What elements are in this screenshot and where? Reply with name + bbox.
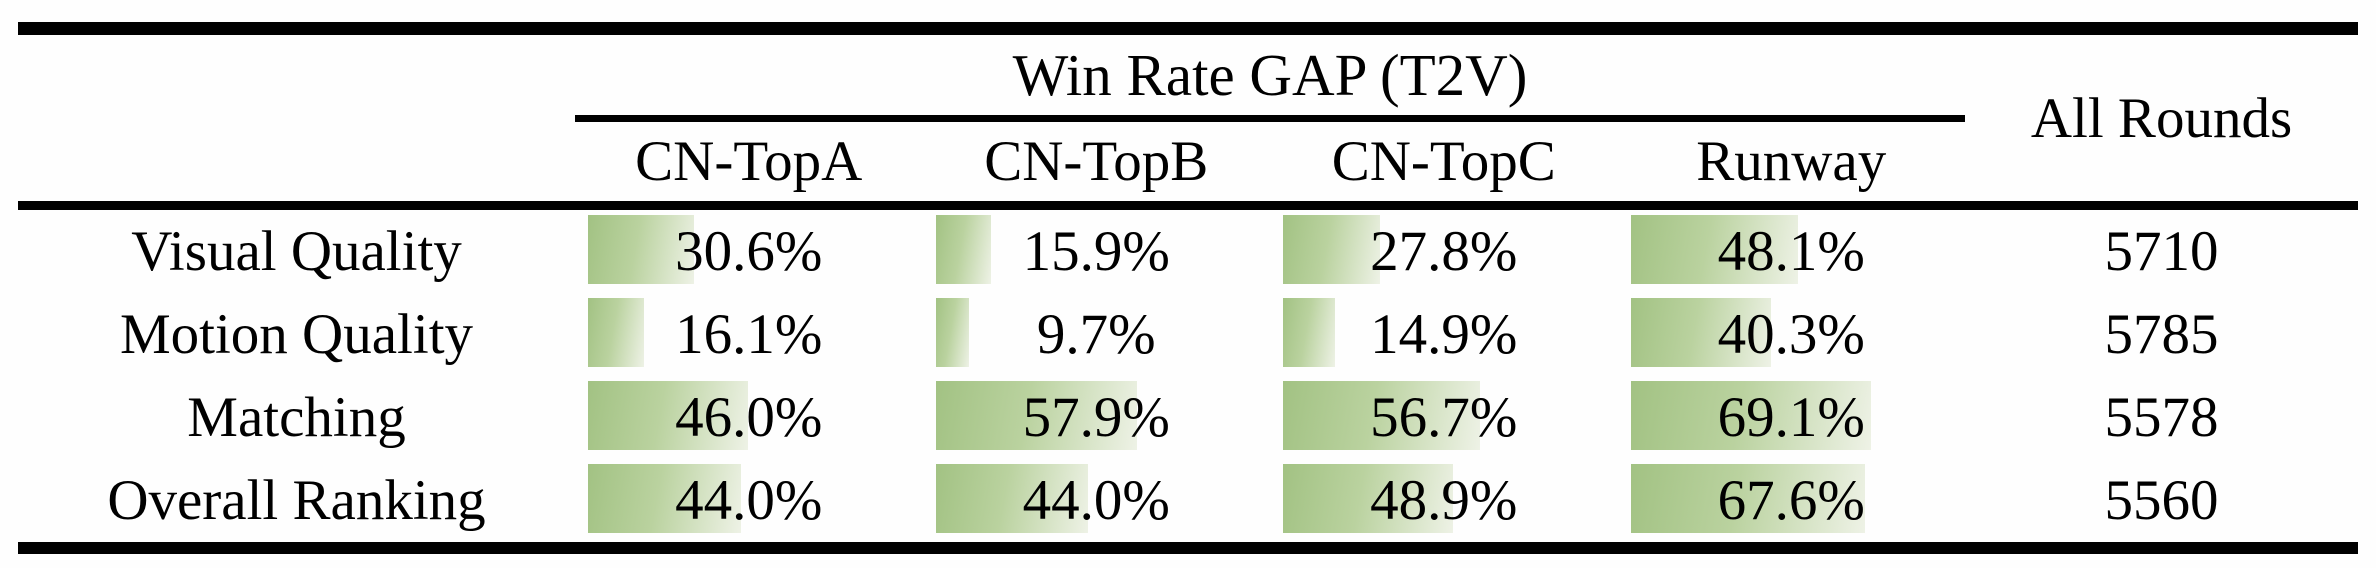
- column-headers-row: CN-TopA CN-TopB CN-TopC Runway: [575, 122, 1965, 201]
- percent-bar: [1630, 298, 1771, 367]
- percent-bar: [1283, 298, 1335, 367]
- percent-text: 40.3%: [1717, 303, 1865, 366]
- percent-text: 57.9%: [1022, 386, 1170, 449]
- row-label: Visual Quality: [131, 220, 462, 283]
- percent-text: 56.7%: [1370, 386, 1518, 449]
- percent-text: 44.0%: [675, 469, 823, 532]
- percent-text: 48.1%: [1717, 220, 1865, 283]
- all-rounds-value: 5560: [2104, 469, 2219, 532]
- percent-bar: [1283, 464, 1453, 533]
- table-row: Visual Quality 30.6% 15.9% 27.8% 48.1% 5…: [18, 210, 2358, 293]
- column-header-runway: Runway: [1696, 130, 1887, 193]
- percent-text: 16.1%: [675, 303, 823, 366]
- percent-bar: [588, 298, 644, 367]
- percent-text: 15.9%: [1022, 220, 1170, 283]
- table-header: Win Rate GAP (T2V) CN-TopA CN-TopB CN-To…: [18, 35, 2358, 201]
- percent-bar: [588, 464, 741, 533]
- percent-text: 48.9%: [1370, 469, 1518, 532]
- percent-cell: 57.9%: [923, 376, 1271, 459]
- percent-bar: [1283, 215, 1380, 284]
- percent-text: 69.1%: [1717, 386, 1865, 449]
- percent-cell: 56.7%: [1270, 376, 1618, 459]
- all-rounds-value: 5710: [2104, 220, 2219, 283]
- row-label: Matching: [187, 386, 406, 449]
- percent-bar: [1630, 215, 1798, 284]
- table-row: Overall Ranking 44.0% 44.0% 48.9% 67.6% …: [18, 459, 2358, 542]
- percent-cell: 67.6%: [1618, 459, 1966, 542]
- percent-bar: [935, 298, 970, 367]
- all-rounds-value: 5785: [2104, 303, 2219, 366]
- percent-text: 9.7%: [1036, 303, 1156, 366]
- percent-cell: 27.8%: [1270, 210, 1618, 293]
- percent-bar: [1630, 381, 1871, 450]
- percent-cell: 44.0%: [923, 459, 1271, 542]
- percent-bar: [588, 381, 748, 450]
- all-rounds-header: All Rounds: [2030, 86, 2293, 150]
- table-row: Motion Quality 16.1% 9.7% 14.9% 40.3% 57…: [18, 293, 2358, 376]
- percent-text: 46.0%: [675, 386, 823, 449]
- row-label: Overall Ranking: [107, 469, 486, 532]
- percent-text: 14.9%: [1370, 303, 1518, 366]
- percent-text: 30.6%: [675, 220, 823, 283]
- percent-bar: [1630, 464, 1866, 533]
- percent-cell: 40.3%: [1618, 293, 1966, 376]
- table-body: Visual Quality 30.6% 15.9% 27.8% 48.1% 5…: [18, 210, 2358, 542]
- header-separator-border: [18, 201, 2358, 210]
- percent-cell: 16.1%: [575, 293, 923, 376]
- percent-text: 27.8%: [1370, 220, 1518, 283]
- column-header-cn-topa: CN-TopA: [635, 130, 863, 193]
- column-header-cn-topb: CN-TopB: [984, 130, 1209, 193]
- percent-cell: 48.9%: [1270, 459, 1618, 542]
- percent-cell: 15.9%: [923, 210, 1271, 293]
- header-label-spacer: [18, 35, 575, 201]
- percent-cell: 14.9%: [1270, 293, 1618, 376]
- percent-text: 67.6%: [1717, 469, 1865, 532]
- percent-bar: [935, 464, 1089, 533]
- percent-cell: 44.0%: [575, 459, 923, 542]
- group-header-title: Win Rate GAP (T2V): [1012, 41, 1528, 108]
- group-header-underline: [575, 115, 1965, 122]
- percent-bar: [1283, 381, 1481, 450]
- percent-cell: 30.6%: [575, 210, 923, 293]
- percent-text: 44.0%: [1022, 469, 1170, 532]
- column-header-cn-topc: CN-TopC: [1331, 130, 1556, 193]
- percent-cell: 48.1%: [1618, 210, 1966, 293]
- table-bottom-border: [18, 542, 2358, 554]
- percent-bar: [588, 215, 695, 284]
- percent-bar: [935, 215, 991, 284]
- percent-cell: 9.7%: [923, 293, 1271, 376]
- row-label: Motion Quality: [119, 303, 474, 366]
- header-group-column: Win Rate GAP (T2V) CN-TopA CN-TopB CN-To…: [575, 35, 1965, 201]
- percent-bar: [935, 381, 1137, 450]
- all-rounds-value: 5578: [2104, 386, 2219, 449]
- percent-cell: 46.0%: [575, 376, 923, 459]
- percent-cell: 69.1%: [1618, 376, 1966, 459]
- table-top-border: [18, 22, 2358, 35]
- table-row: Matching 46.0% 57.9% 56.7% 69.1% 5578: [18, 376, 2358, 459]
